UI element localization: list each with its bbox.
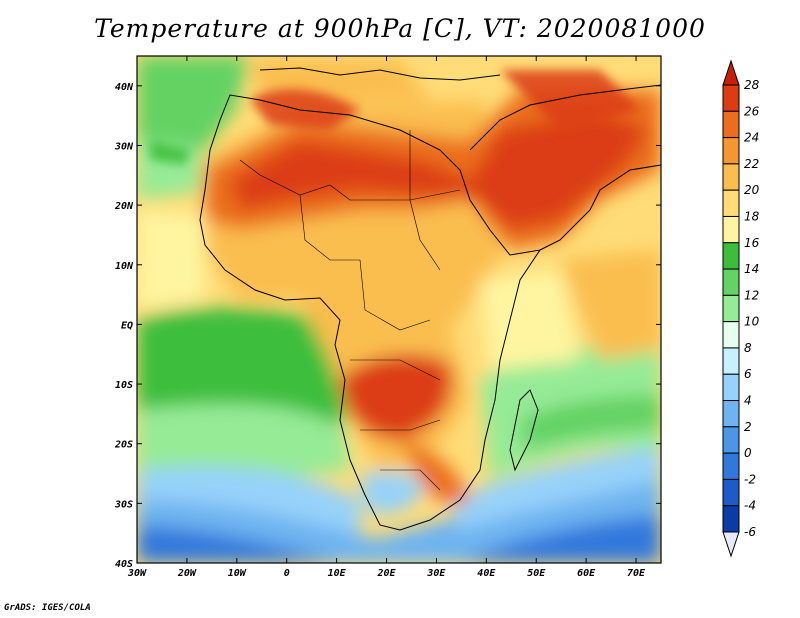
colorbar-label: 22 [744,157,759,171]
colorbar-segment [722,242,740,270]
colorbar-label: 24 [744,131,759,145]
colorbar-segment [722,505,740,533]
lat-tick-label: EQ [121,320,133,331]
colorbar-label: 4 [744,394,752,408]
colorbar-label: 10 [744,315,760,329]
colorbar-segment [722,110,740,139]
colorbar-label: 16 [744,236,760,250]
chart-title: Temperature at 900hPa [C], VT: 202008100… [94,14,706,43]
colorbar-min-arrow [722,531,740,558]
lon-tick-label: 40E [477,568,496,579]
lon-tick-label: 30E [426,568,446,579]
colorbar-segment [722,137,740,165]
colorbar-label: -2 [744,472,756,486]
lon-tick-label: 70E [627,568,646,579]
lon-tick-label: 20E [376,568,396,579]
colorbar-segment [722,452,740,480]
country-borders [239,130,461,491]
colorbar-label: 18 [744,209,760,223]
lat-tick-label: 40N [115,82,134,93]
colorbar-label: 2 [744,420,752,434]
colorbar-label: 8 [744,341,752,355]
colorbar-segment [722,400,740,428]
colorbar-segment [722,189,740,217]
colorbar-max-arrow [722,59,740,86]
colorbar-segment [722,215,740,244]
lat-tick-label: 30N [114,141,134,152]
colorbar-label: 28 [744,78,760,92]
colorbar-label: 26 [744,104,760,118]
colorbar-label: -6 [744,525,756,539]
footer-credit: GrADS: IGES/COLA [4,603,91,613]
lat-tick-label: 10S [115,380,133,391]
longitude-axis: 30W 20W 10W 0 10E 20E 30E 40E 50E 60E 70E [127,56,646,579]
lon-tick-label: 20W [177,568,197,579]
colorbar-segment [722,294,740,323]
lon-tick-label: 30W [127,568,147,579]
lon-tick-label: 10W [228,568,247,579]
lat-tick-label: 10N [115,261,134,272]
colorbar-segment [722,84,740,112]
colorbar-label: 14 [744,262,759,276]
colorbar-label: 20 [744,183,760,197]
colorbar-segment [722,373,740,402]
lat-tick-label: 30S [114,499,133,510]
plot-frame [136,55,662,564]
coastlines [199,67,661,531]
colorbar-label: 12 [744,288,759,302]
lat-tick-label: 20N [114,201,134,212]
lon-tick-label: 0 [284,568,290,579]
colorbar-segment [722,268,740,296]
colorbar-segment [722,478,740,507]
colorbar-segment [722,426,740,454]
latitude-axis: 40N 30N 20N 10N EQ 10S 20S 30S 40S [114,82,661,570]
colorbar-label: 6 [744,367,752,381]
lat-tick-label: 40S [115,559,133,570]
lat-tick-label: 20S [114,440,133,451]
lon-tick-label: 10E [328,568,347,579]
colorbar-label: 0 [744,446,752,460]
lon-tick-label: 60E [577,568,596,579]
colorbar-segment [722,347,740,375]
colorbar-segment [722,163,740,191]
colorbar-label: -4 [744,499,756,513]
colorbar-segment [722,321,740,349]
lon-tick-label: 50E [527,568,546,579]
temperature-field [137,56,661,563]
